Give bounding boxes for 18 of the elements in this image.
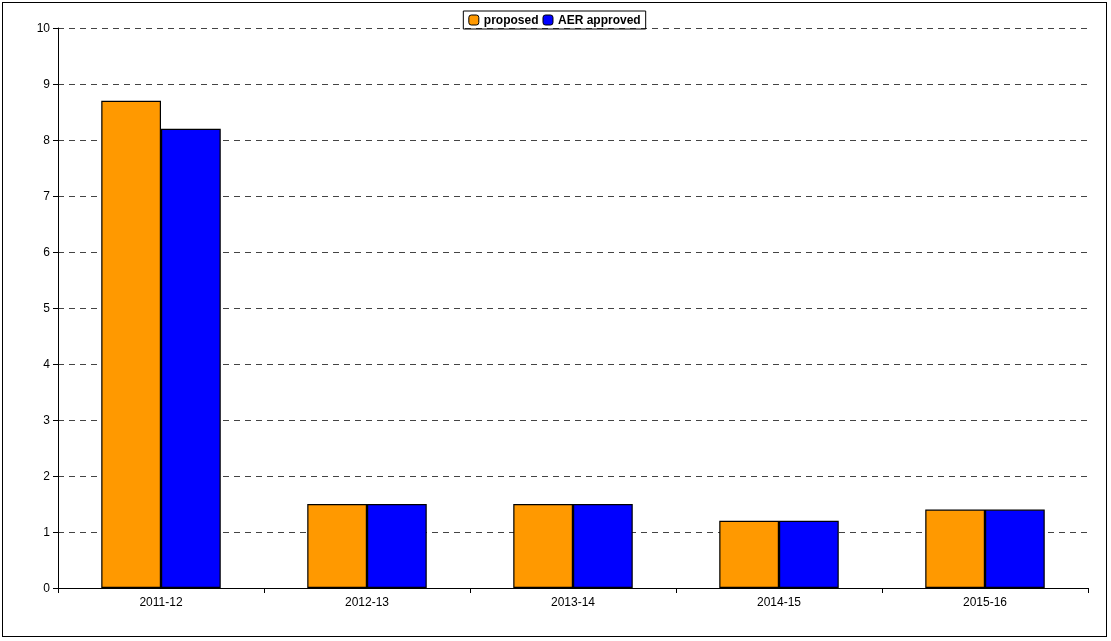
y-tick-label: 1	[43, 525, 51, 539]
legend-label: AER approved	[557, 13, 641, 27]
y-tick-label: 9	[43, 77, 51, 91]
y-tick-label: 5	[43, 301, 51, 315]
x-tick-label: 2015-16	[962, 595, 1008, 609]
y-tick-label: 0	[43, 581, 51, 595]
y-tick-label: 6	[43, 245, 51, 259]
x-tick-label: 2013-14	[550, 595, 596, 609]
x-tick-label: 2011-12	[139, 595, 183, 609]
y-tick-label: 3	[43, 413, 51, 427]
y-tick-label: 8	[43, 133, 51, 147]
y-tick-label: 7	[43, 189, 51, 203]
x-tick-label: 2012-13	[344, 595, 390, 609]
y-tick-label: 4	[43, 357, 51, 371]
y-tick-label: 2	[43, 469, 51, 483]
legend-label: proposed	[483, 13, 539, 27]
x-tick-label: 2014-15	[756, 595, 802, 609]
y-tick-label: 10	[36, 21, 51, 35]
